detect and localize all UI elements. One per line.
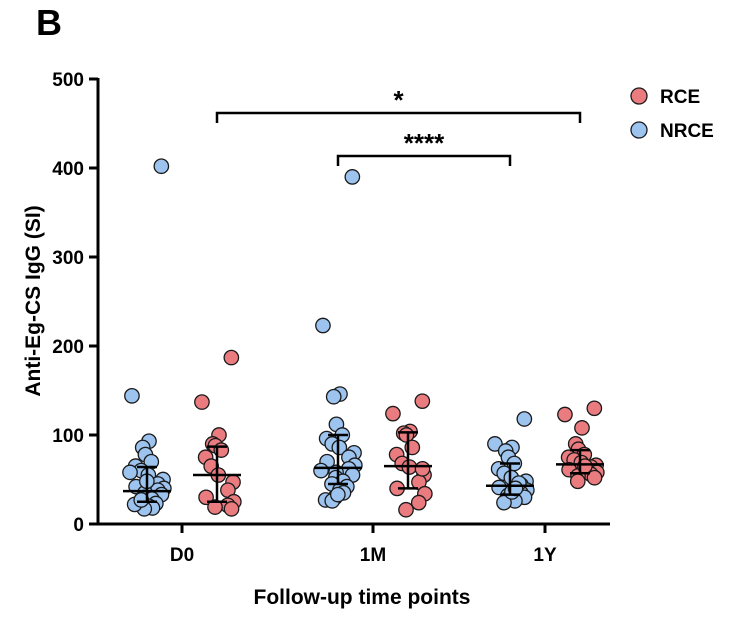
data-point-nrce-d0: [124, 387, 140, 404]
data-point-rce-d0: [194, 394, 210, 410]
data-point-rce-1y: [586, 469, 603, 486]
data-point-rce-d0: [223, 501, 240, 517]
data-point-rce-1y: [574, 420, 590, 436]
significance-label: *: [393, 85, 404, 115]
data-point-rce-1m: [414, 460, 431, 477]
x-tick-label: 1Y: [533, 545, 557, 566]
data-point-nrce-1m: [344, 169, 361, 185]
significance-annotations: *****: [215, 85, 582, 166]
significance-bracket: [336, 154, 512, 166]
x-tick-label: D0: [170, 545, 194, 566]
data-point-rce-1m: [385, 405, 401, 422]
y-tick-label: 200: [52, 337, 84, 358]
data-point-nrce-1y: [516, 411, 533, 427]
data-point-nrce-1m: [315, 317, 331, 334]
data-point-nrce-1y: [487, 436, 503, 452]
median-iqr-bars: [123, 431, 604, 503]
legend-marker-rce: [630, 87, 648, 105]
legend-label-rce: RCE: [660, 87, 700, 108]
legend-label-nrce: NRCE: [660, 121, 714, 142]
data-point-nrce-1m: [331, 439, 348, 456]
y-tick-label: 400: [52, 159, 84, 180]
axes: 0 100 200 300 400 500 D0 1M 1Y Follow-up time poi…: [22, 70, 610, 609]
data-point-nrce-1m: [325, 388, 342, 405]
data-point-nrce-1m: [313, 462, 329, 479]
significance-bracket: [215, 111, 582, 123]
data-point-rce-1m: [398, 501, 414, 518]
data-point-rce-d0: [223, 349, 240, 366]
significance-label: ****: [404, 128, 445, 158]
data-point-nrce-d0: [153, 158, 170, 175]
legend-marker-nrce: [630, 121, 648, 139]
y-tick-label: 500: [52, 70, 84, 91]
y-tick-label: 0: [73, 515, 84, 536]
data-points: [122, 158, 605, 518]
legend: RCE NRCE: [630, 87, 714, 142]
y-tick-label: 100: [52, 426, 84, 447]
data-point-rce-1m: [410, 494, 427, 511]
x-tick-label: 1M: [360, 545, 386, 566]
data-point-nrce-1m: [329, 486, 346, 503]
y-tick-label: 300: [52, 248, 84, 269]
data-point-rce-1m: [414, 393, 431, 410]
data-point-nrce-d0: [122, 464, 138, 481]
data-point-rce-d0: [207, 499, 223, 515]
data-point-rce-1y: [557, 406, 573, 423]
data-point-nrce-d0: [133, 492, 150, 508]
data-point-rce-1y: [569, 473, 586, 490]
data-point-rce-1y: [586, 400, 603, 417]
panel-label: B: [36, 2, 62, 43]
x-axis-title: Follow-up time points: [254, 586, 471, 609]
y-axis-title: Anti-Eg-CS IgG (SI): [22, 205, 45, 396]
